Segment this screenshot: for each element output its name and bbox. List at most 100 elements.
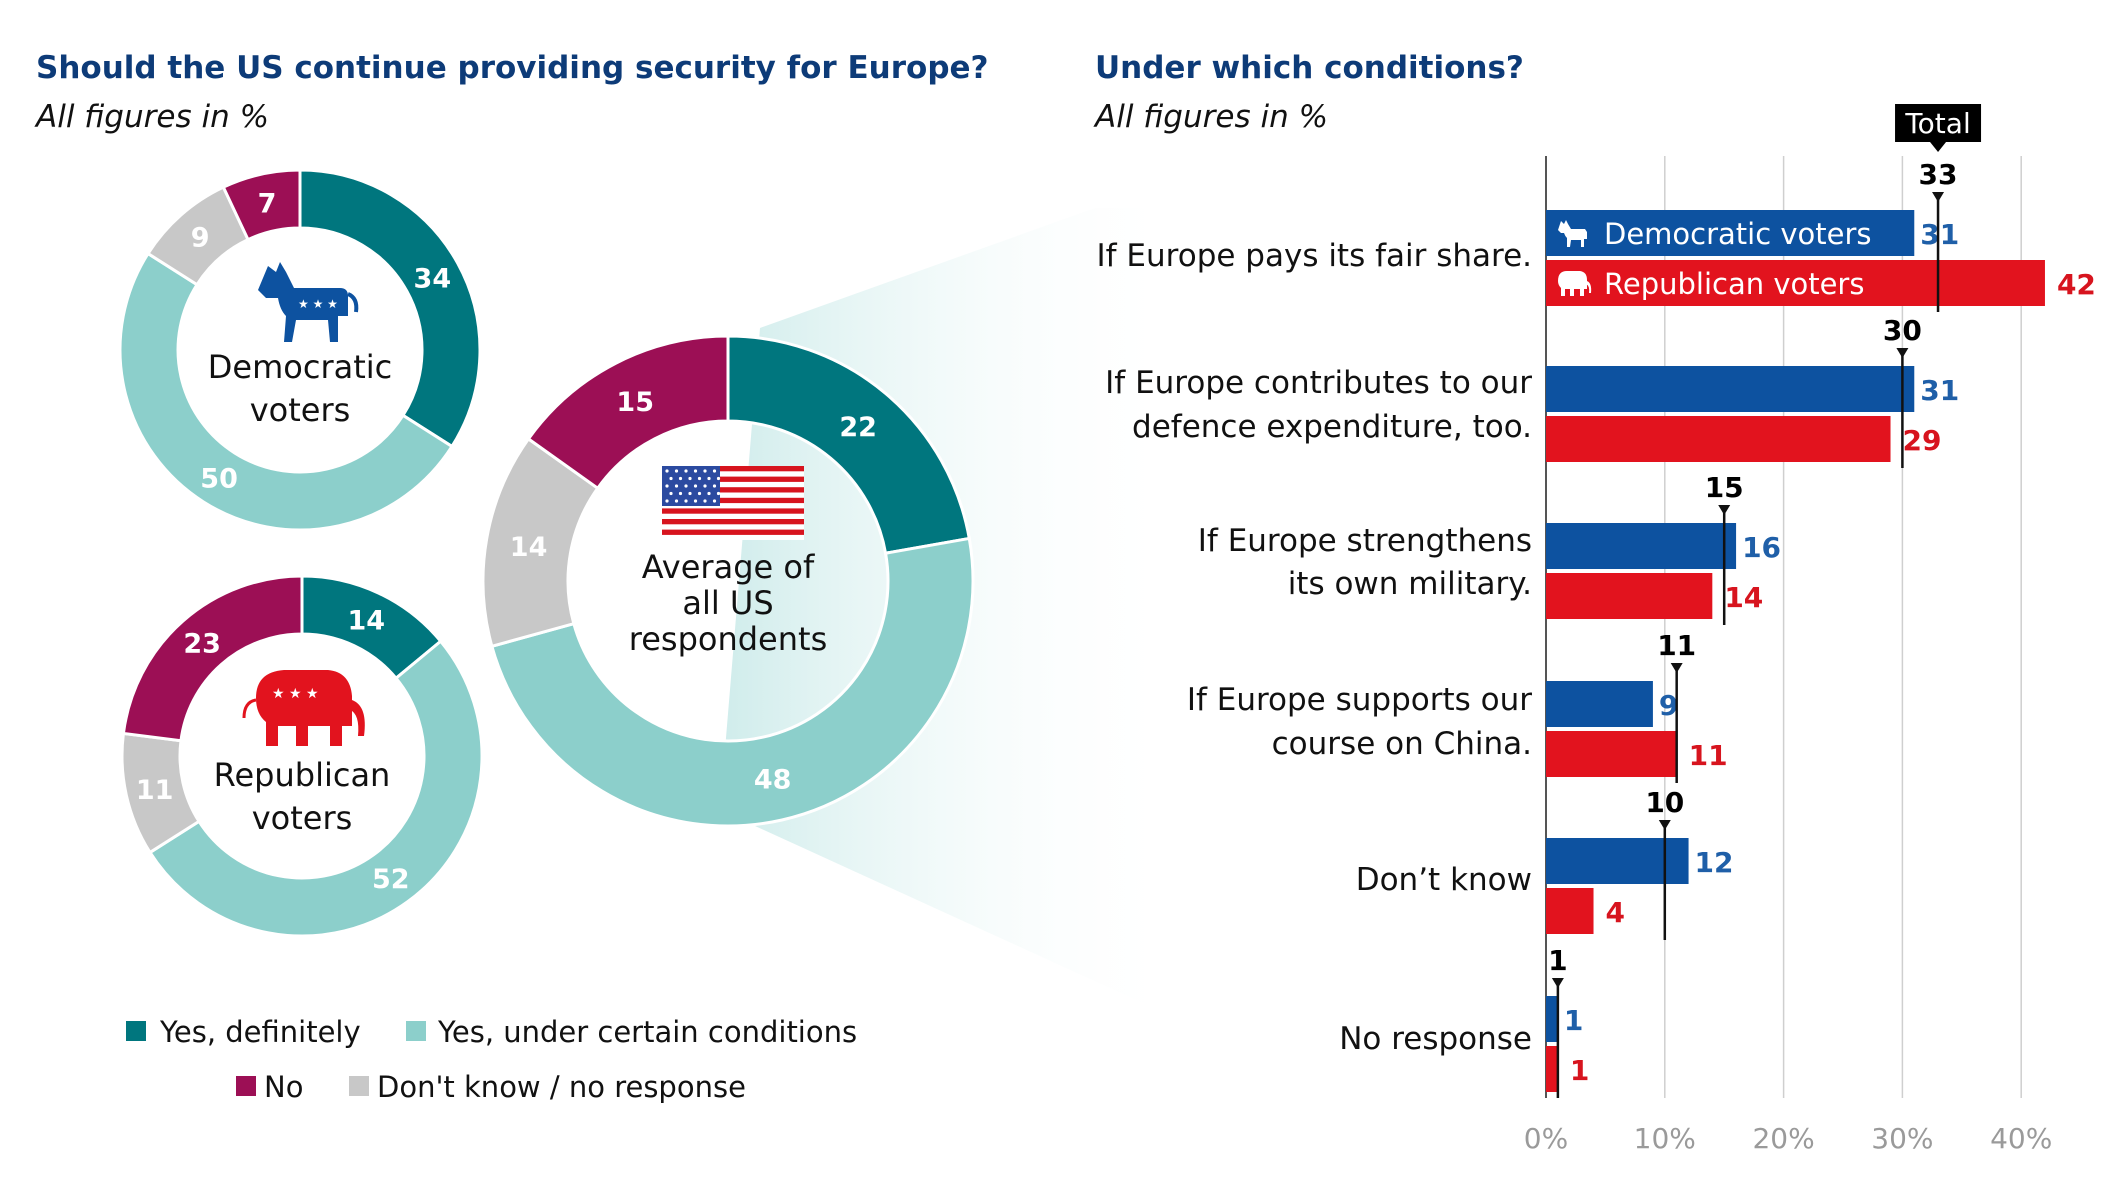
donut-rep: 14 52 11 23 Republican voters	[120, 574, 484, 938]
x-tick-label: 0%	[1524, 1122, 1568, 1155]
bar-democratic	[1546, 681, 1653, 727]
value-label-republican: 42	[2057, 268, 2096, 301]
total-marker-arrow	[1932, 192, 1945, 202]
total-tag	[1895, 104, 1982, 142]
x-tick-label: 20%	[1752, 1122, 1814, 1155]
bar-democratic	[1546, 210, 1915, 256]
elephant-icon: ★ ★ ★	[242, 670, 365, 746]
value-label-democratic: 9	[1659, 689, 1678, 722]
us-flag-icon	[662, 466, 804, 540]
donut-chart-subtitle: All figures in %	[34, 99, 269, 135]
total-value-label: 30	[1883, 314, 1922, 347]
total-tag-label: Total	[1904, 107, 1970, 140]
category-label: course on China.	[1272, 726, 1532, 762]
legend-swatch-dont-know	[349, 1076, 369, 1096]
slice-rep-no	[121, 574, 304, 743]
bar-democratic	[1546, 996, 1558, 1042]
donut-center-label-all: all US	[682, 584, 773, 622]
value-label-democratic: 12	[1695, 846, 1734, 879]
slice-label-all-no: 15	[616, 387, 654, 418]
x-tick-label: 40%	[1990, 1122, 2052, 1155]
legend-label-no: No	[264, 1070, 303, 1104]
donut-center-label-dem: voters	[250, 391, 351, 429]
legend-swatch-no	[236, 1076, 256, 1096]
donkey-icon: ★ ★ ★	[258, 262, 359, 342]
slice-label-dem-no: 7	[258, 189, 277, 220]
legend-swatch-yes-conditions	[406, 1021, 426, 1041]
bar-chart-subtitle: All figures in %	[1093, 99, 1328, 135]
total-marker-arrow	[1670, 663, 1683, 673]
svg-text:★ ★ ★: ★ ★ ★	[298, 297, 338, 311]
total-value-label: 15	[1705, 471, 1744, 504]
slice-label-dem-yes-definitely: 34	[414, 263, 452, 294]
total-value-label: 33	[1919, 158, 1958, 191]
category-label: If Europe pays its fair share.	[1097, 238, 1532, 274]
total-marker-arrow	[1658, 820, 1671, 830]
bar-republican	[1546, 573, 1713, 619]
total-value-label: 10	[1645, 786, 1684, 819]
value-label-democratic: 31	[1920, 374, 1959, 407]
donut-center-label-rep: Republican	[214, 756, 391, 794]
category-label: If Europe supports our	[1187, 682, 1532, 718]
donut-charts: 34 50 9 7 Democratic voters 14 52 11 23 Republican…	[118, 168, 975, 938]
category-label: If Europe contributes to our	[1105, 365, 1532, 401]
donut-center-label-all: respondents	[629, 620, 827, 658]
category-label: Don’t know	[1356, 862, 1532, 898]
slice-label-rep-dont-know: 11	[136, 775, 174, 806]
slice-all-no	[526, 334, 730, 491]
slice-all-yes-conditions	[490, 536, 975, 828]
bar-democratic	[1546, 523, 1737, 569]
legend-swatch-yes-definitely	[126, 1021, 146, 1041]
bar-republican	[1546, 1046, 1558, 1092]
legend-label-yes-conditions: Yes, under certain conditions	[437, 1015, 857, 1049]
category-label: defence expenditure, too.	[1132, 409, 1532, 445]
total-marker-arrow	[1551, 978, 1564, 988]
slice-label-rep-yes-definitely: 14	[348, 605, 386, 636]
total-value-label: 1	[1548, 944, 1567, 977]
legend-label-dont-know: Don't know / no response	[377, 1070, 746, 1104]
elephant-icon	[1558, 271, 1592, 296]
value-label-republican: 29	[1903, 424, 1942, 457]
total-marker-arrow	[1896, 348, 1909, 358]
category-label: If Europe strengthens	[1198, 523, 1532, 559]
total-tag-pointer	[1930, 142, 1947, 152]
x-tick-label: 30%	[1871, 1122, 1933, 1155]
donut-center-label-dem: Democratic	[208, 348, 392, 386]
slice-label-dem-yes-conditions: 50	[200, 463, 238, 494]
slice-label-rep-yes-conditions: 52	[372, 864, 410, 895]
slice-label-rep-no: 23	[183, 629, 221, 660]
slice-dem-yes-conditions	[118, 251, 455, 532]
value-label-republican: 4	[1606, 896, 1625, 929]
value-label-democratic: 31	[1920, 218, 1959, 251]
bar-republican	[1546, 888, 1594, 934]
bar-republican	[1546, 416, 1891, 462]
bar-republican	[1546, 260, 2045, 306]
bar-democratic	[1546, 838, 1689, 884]
slice-label-all-yes-definitely: 22	[839, 412, 877, 443]
donut-center-label-rep: voters	[252, 799, 353, 837]
series-name-republican: Republican voters	[1604, 267, 1864, 301]
donut-dem: 34 50 9 7 Democratic voters	[118, 168, 482, 532]
total-marker-arrow	[1718, 505, 1731, 515]
total-value-label: 11	[1657, 629, 1696, 662]
value-label-democratic: 16	[1742, 531, 1781, 564]
slice-dem-yes-definitely	[298, 168, 482, 449]
bar-chart-title: Under which conditions?	[1095, 50, 1524, 86]
value-label-democratic: 1	[1564, 1004, 1583, 1037]
slice-label-dem-dont-know: 9	[191, 223, 210, 254]
series-name-democratic: Democratic voters	[1604, 217, 1872, 251]
slice-label-all-dont-know: 14	[510, 532, 548, 563]
bar-republican	[1546, 731, 1677, 777]
legend-label-yes-definitely: Yes, definitely	[159, 1015, 361, 1049]
slice-rep-yes-conditions	[147, 639, 484, 938]
donut-center-label-all: Average of	[642, 548, 815, 586]
category-label: its own military.	[1288, 566, 1532, 602]
slice-all-yes-definitely	[726, 334, 972, 555]
slice-dem-no	[221, 168, 302, 242]
x-tick-label: 10%	[1634, 1122, 1696, 1155]
donkey-icon	[1558, 220, 1587, 247]
value-label-republican: 14	[1724, 581, 1763, 614]
bar-democratic	[1546, 366, 1915, 412]
donut-legend: Yes, definitely Yes, under certain condi…	[126, 1015, 857, 1104]
